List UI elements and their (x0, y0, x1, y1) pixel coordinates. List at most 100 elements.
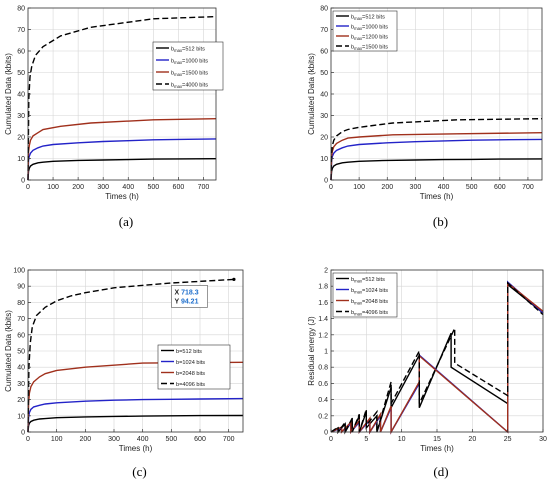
y-tick-label: 10 (17, 156, 25, 163)
legend-entry: bmax=4096 bits (351, 310, 388, 317)
x-tick-label: 100 (47, 184, 59, 191)
panel-caption: (b) (433, 214, 448, 229)
series-line-4 (330, 118, 543, 181)
x-tick-label: 30 (539, 436, 547, 443)
y-tick-label: 0 (324, 430, 328, 437)
x-axis-label: Times (h) (420, 192, 454, 201)
x-axis-label: Times (h) (420, 444, 454, 453)
y-tick-label: 10 (320, 156, 328, 163)
y-tick-label: 60 (17, 332, 25, 339)
y-tick-label: 40 (320, 92, 328, 99)
y-tick-label: 80 (17, 300, 25, 307)
x-tick-label: 0 (329, 436, 333, 443)
legend-entry: bmax=1000 bits (351, 24, 388, 31)
series-line-1 (27, 158, 217, 181)
y-tick-label: 0.4 (318, 397, 328, 404)
x-tick-label: 500 (147, 184, 159, 191)
legend-entry: bmax=512 bits (351, 277, 385, 284)
y-tick-label: 0.6 (318, 381, 328, 388)
panel-caption: (d) (433, 464, 448, 479)
x-tick-label: 300 (410, 184, 422, 191)
y-tick-label: 40 (17, 92, 25, 99)
series-line-1 (330, 158, 543, 181)
y-tick-label: 1.4 (318, 316, 328, 323)
y-axis-label: Cumulated Data (kbits) (307, 53, 316, 135)
legend-entry: bmax=4000 bits (171, 82, 208, 89)
x-tick-label: 0 (329, 184, 333, 191)
y-tick-label: 80 (320, 6, 328, 13)
legend-entry: bmax=1500 bits (351, 44, 388, 51)
legend-entry: b=2048 bits (176, 371, 205, 377)
x-tick-label: 20 (468, 436, 476, 443)
y-tick-label: 0.2 (318, 413, 328, 420)
y-tick-label: 0 (324, 178, 328, 185)
chart-panel-3: 0 100 200 300 400 500 600 700 0 10 20 30 40 50 60 70 80 9… (4, 268, 244, 479)
y-tick-label: 1 (324, 349, 328, 356)
series-line-3 (27, 361, 244, 433)
series-line-3 (27, 118, 217, 181)
x-tick-label: 400 (137, 436, 149, 443)
legend-entry: bmax=2048 bits (351, 299, 388, 306)
x-tick-label: 600 (494, 184, 506, 191)
legend-entry: bmax=1200 bits (351, 34, 388, 41)
y-tick-label: 0 (21, 430, 25, 437)
series-line-1 (27, 414, 244, 433)
x-tick-label: 300 (108, 436, 120, 443)
x-tick-label: 0 (26, 184, 30, 191)
x-tick-label: 700 (522, 184, 534, 191)
y-tick-label: 2 (324, 268, 328, 275)
x-tick-label: 600 (194, 436, 206, 443)
x-tick-label: 15 (433, 436, 441, 443)
x-tick-label: 200 (72, 184, 84, 191)
legend-entry: b=1024 bits (176, 360, 205, 366)
series-line-4 (330, 281, 544, 435)
legend-box (157, 344, 231, 390)
x-tick-label: 5 (364, 436, 368, 443)
legend-box (332, 272, 398, 318)
x-tick-label: 0 (26, 436, 30, 443)
datatip-x: X 718.3 (174, 289, 198, 296)
y-tick-label: 30 (320, 113, 328, 120)
legend-box (152, 41, 224, 91)
x-tick-label: 200 (79, 436, 91, 443)
y-tick-label: 10 (17, 413, 25, 420)
legend: bmax=512 bits bmax=1000 bits bmax=1200 bit… (332, 10, 398, 52)
series-line-3 (330, 281, 544, 435)
x-axis-label: Times (h) (119, 444, 153, 453)
y-tick-label: 70 (17, 316, 25, 323)
x-tick-label: 600 (173, 184, 185, 191)
y-tick-label: 60 (17, 49, 25, 56)
y-tick-label: 30 (17, 113, 25, 120)
panel-caption: (c) (132, 464, 146, 479)
chart-panel-4: 0 5 10 15 20 25 30 0 0.2 0.4 0.6 0.8 1 1.2 1.4 1.6 1.8 2 T… (307, 268, 547, 480)
legend-entry: bmax=512 bits (171, 46, 205, 53)
x-tick-label: 700 (223, 436, 235, 443)
y-axis-label: Cumulated Data (kbits) (4, 310, 13, 392)
x-tick-label: 300 (97, 184, 109, 191)
y-tick-label: 70 (320, 27, 328, 34)
series-line-2 (27, 138, 217, 181)
y-tick-label: 0 (21, 178, 25, 185)
y-tick-label: 0.8 (318, 365, 328, 372)
legend-entry: bmax=1000 bits (171, 58, 208, 65)
chart-panel-1: 0 100 200 300 400 500 600 700 0 10 20 30 40 50 60 70 80 T… (4, 6, 224, 229)
legend-entry: bmax=1500 bits (171, 70, 208, 77)
x-tick-label: 100 (51, 436, 63, 443)
y-axis-label: Cumulated Data (kbits) (4, 53, 13, 135)
x-tick-label: 400 (122, 184, 134, 191)
legend-entry: bmax=512 bits (351, 14, 385, 21)
legend: bmax=512 bits bmax=1000 bits bmax=1500 bit… (152, 41, 224, 91)
series-line-2 (27, 397, 244, 433)
y-tick-label: 1.8 (318, 284, 328, 291)
y-tick-label: 70 (17, 27, 25, 34)
y-axis-label: Residual energy (J) (307, 316, 316, 386)
x-axis-label: Times (h) (105, 192, 139, 201)
y-tick-label: 60 (320, 49, 328, 56)
x-tick-label: 400 (438, 184, 450, 191)
y-tick-label: 40 (17, 365, 25, 372)
x-tick-label: 700 (198, 184, 210, 191)
legend: b=512 bits b=1024 bits b=2048 bits b=4096 b… (157, 344, 231, 390)
y-tick-label: 50 (320, 70, 328, 77)
x-tick-label: 200 (381, 184, 393, 191)
